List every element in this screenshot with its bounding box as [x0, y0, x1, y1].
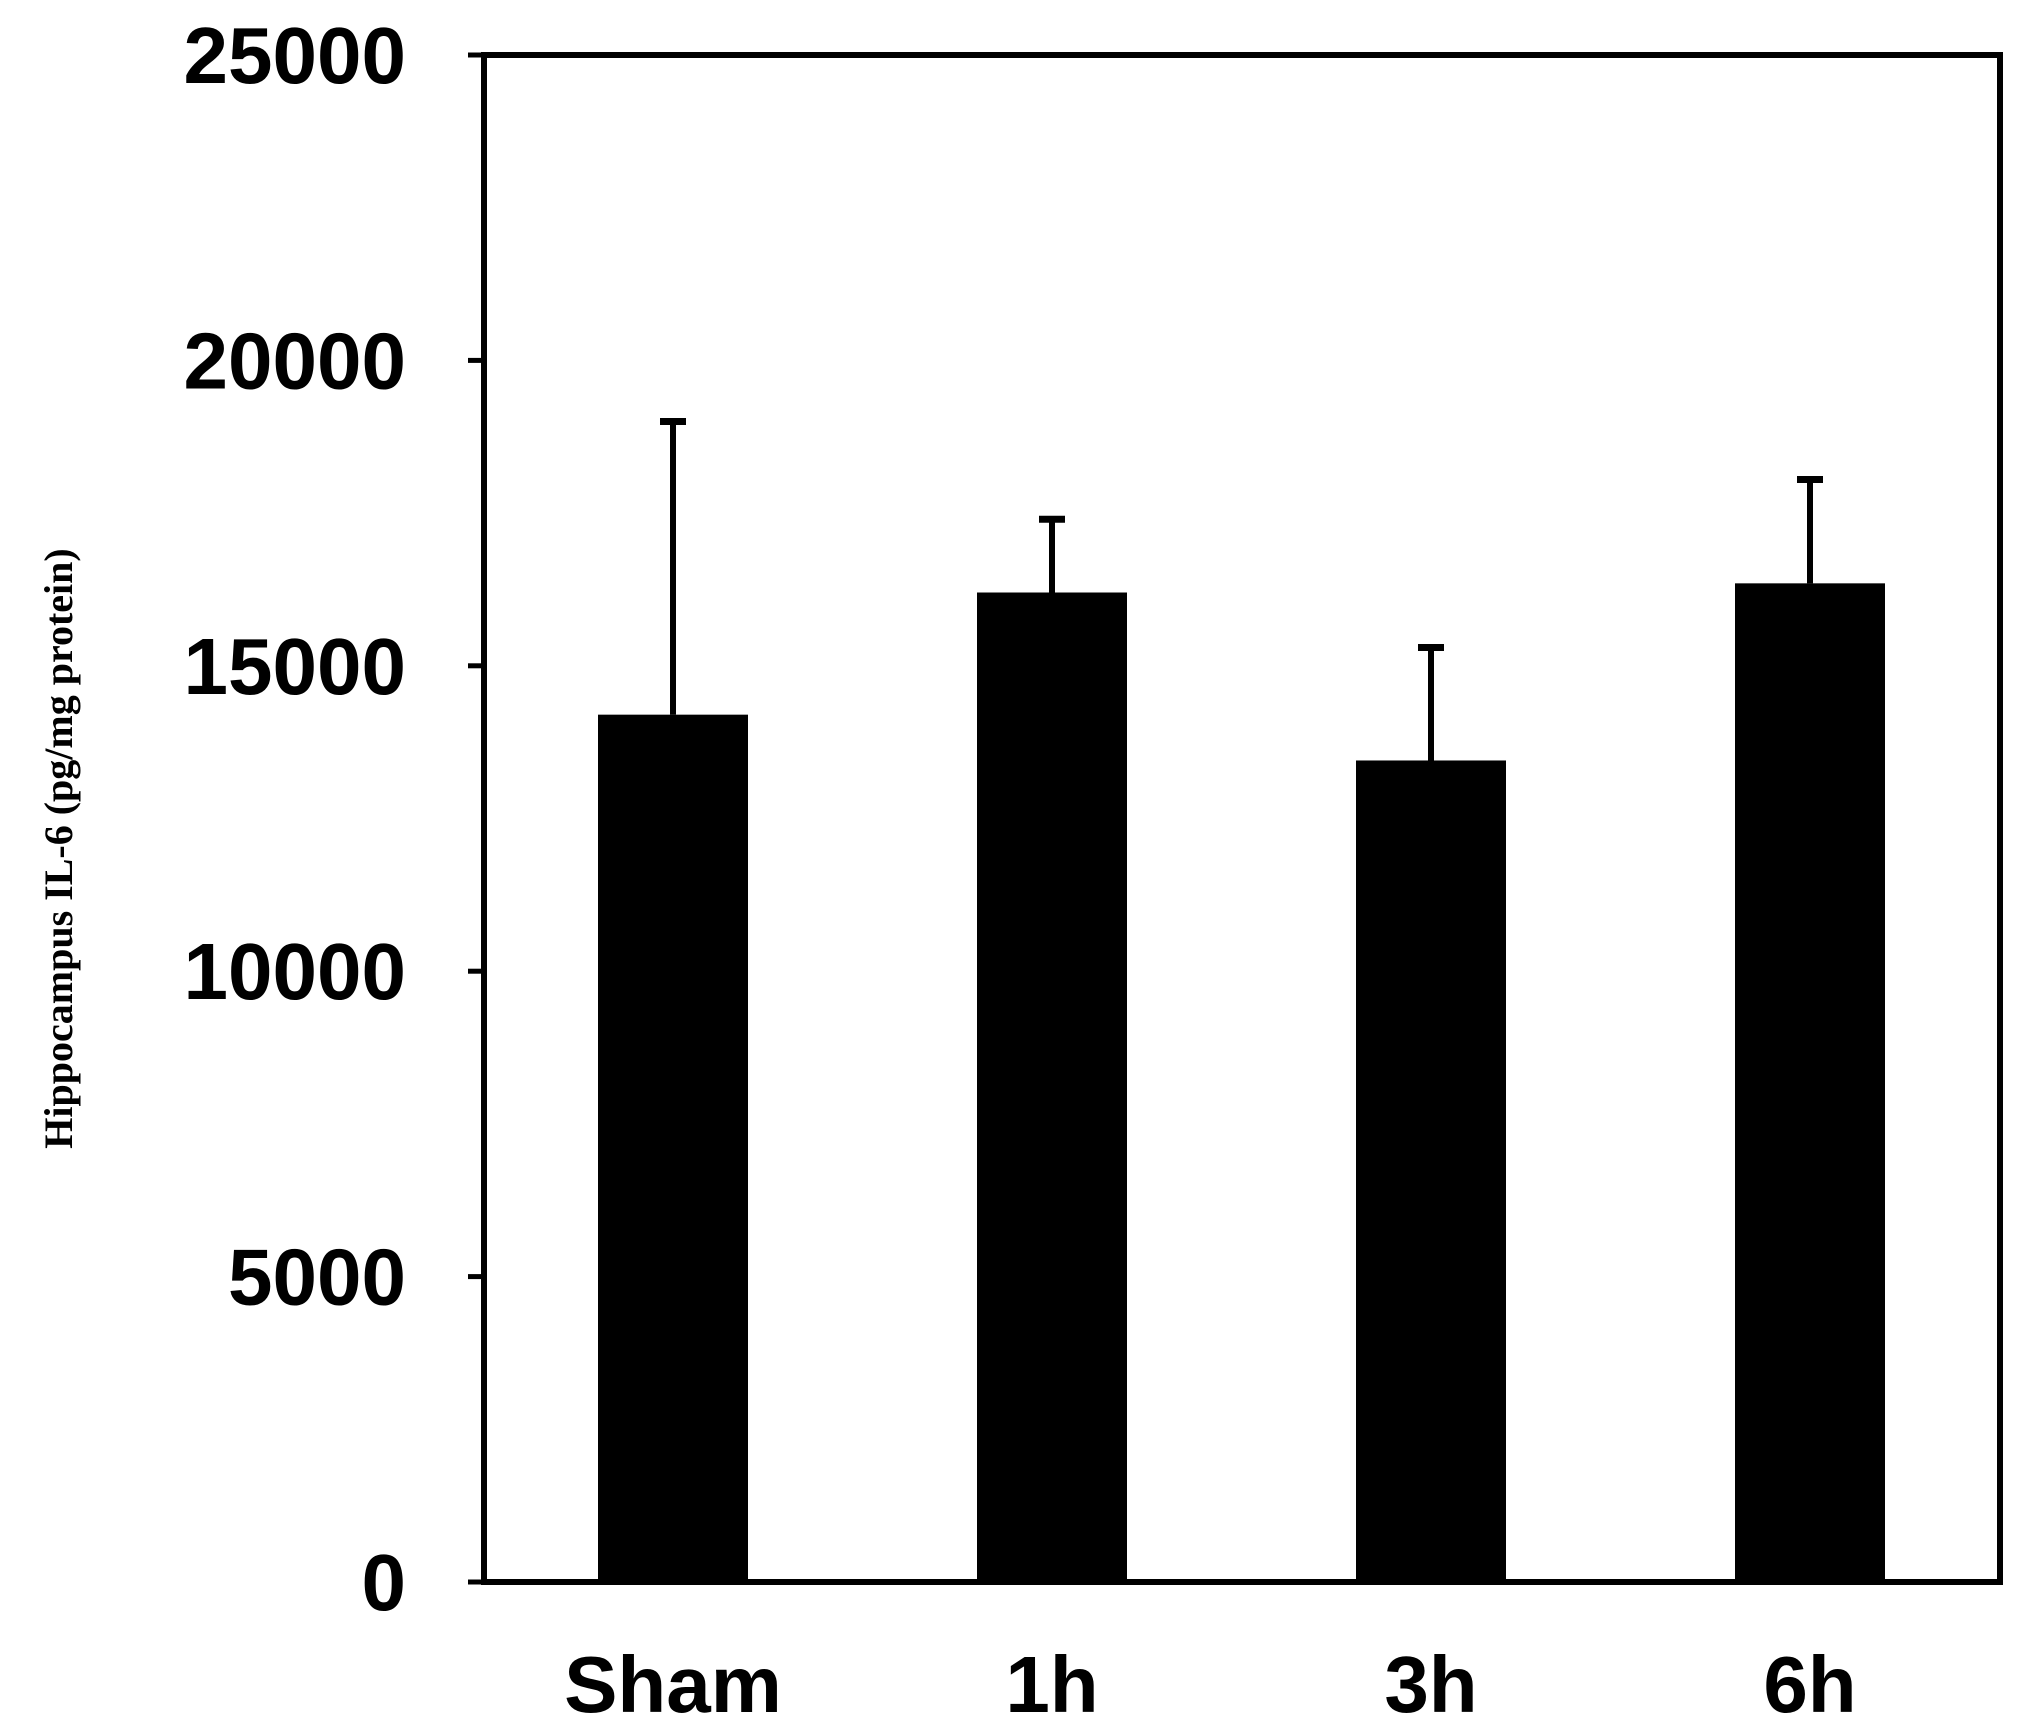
bar-1h — [977, 592, 1127, 1582]
y-axis-tick-labels: 0 5000 10000 15000 20000 25000 — [184, 11, 406, 1627]
bars — [598, 583, 1885, 1582]
bar-sham — [598, 714, 748, 1582]
y-tick-label: 5000 — [228, 1233, 406, 1322]
x-axis-category-labels: Sham 1h 3h 6h — [564, 1640, 1857, 1729]
x-category-label: Sham — [564, 1640, 782, 1729]
x-category-label: 1h — [1005, 1640, 1098, 1729]
y-tick-label: 0 — [362, 1538, 407, 1627]
y-tick-label: 25000 — [184, 11, 406, 100]
x-category-label: 3h — [1384, 1640, 1477, 1729]
y-axis-title: Hippocampus IL-6 (pg/mg protein) — [36, 548, 81, 1148]
bar-3h — [1356, 760, 1506, 1582]
y-tick-label: 15000 — [184, 622, 406, 711]
error-bars — [660, 417, 1823, 761]
bar-6h — [1735, 583, 1885, 1582]
y-axis-ticks — [468, 52, 484, 1585]
plot-frame — [481, 52, 2003, 1585]
y-tick-label: 10000 — [184, 927, 406, 1016]
y-tick-label: 20000 — [184, 316, 406, 405]
x-category-label: 6h — [1763, 1640, 1856, 1729]
